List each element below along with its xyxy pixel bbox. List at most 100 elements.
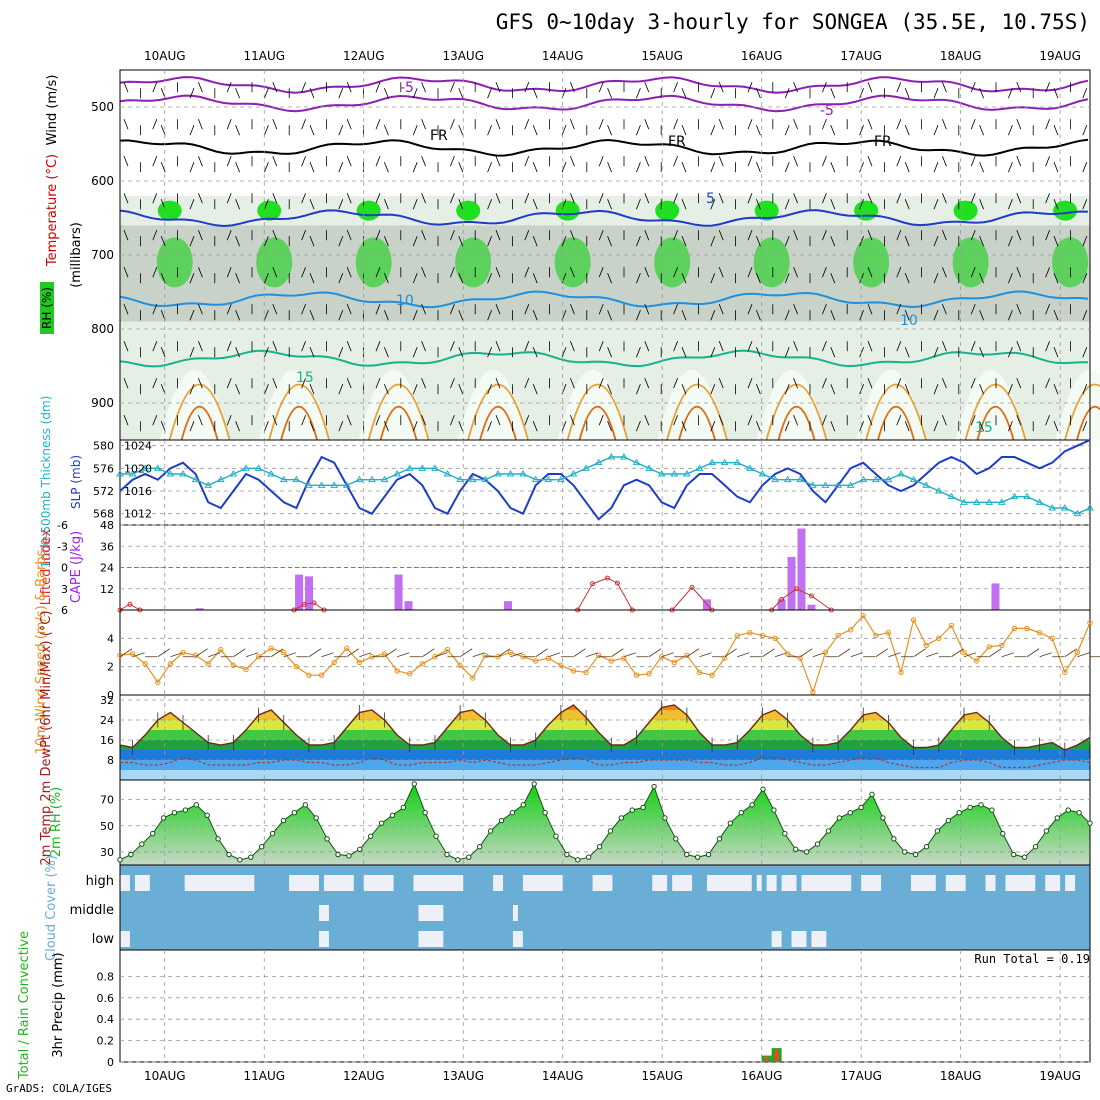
wind-barb — [412, 310, 418, 321]
wind-barb — [495, 119, 501, 130]
wind-barb — [123, 193, 129, 204]
wind-barb-10m — [497, 648, 511, 658]
wind-barb — [160, 125, 166, 136]
clear-sky-block — [120, 931, 130, 947]
rh-tick-label: 50 — [100, 820, 114, 833]
thickness-point — [519, 470, 528, 477]
rh-point — [149, 830, 156, 837]
wind-barb — [421, 304, 426, 315]
wind-speed-point — [545, 655, 552, 661]
wind-barb — [942, 193, 947, 204]
wind-barb — [904, 125, 910, 136]
rh-2m-axis-label: 2m RH (%) — [49, 787, 64, 858]
rh-point — [814, 841, 821, 847]
wind-barb — [718, 378, 724, 389]
temp-band — [120, 770, 1090, 780]
rh-legend-swatch — [40, 282, 54, 334]
wind-speed-point — [318, 672, 325, 678]
thickness-point — [279, 475, 288, 483]
wind-barb — [152, 193, 158, 204]
wind-barb — [904, 310, 910, 321]
clear-sky-block — [1005, 875, 1036, 891]
wind-barb — [301, 156, 306, 167]
cape-axis-label: CAPE (J/kg) — [69, 531, 84, 603]
thickness-point — [1060, 504, 1069, 511]
wind-barb — [598, 230, 604, 241]
wind-barb — [495, 193, 501, 204]
wind-barb — [160, 421, 166, 432]
rh-point — [956, 809, 962, 816]
wind-barb-10m — [283, 652, 296, 658]
wind-speed-point — [961, 649, 967, 656]
day-label-top: 13AUG — [442, 49, 484, 63]
wind-barb-10m — [510, 652, 523, 658]
wind-speed-point — [331, 659, 337, 666]
wind-barb-10m — [699, 652, 712, 658]
thickness-point — [821, 481, 830, 488]
wind-barb — [152, 341, 158, 352]
wind-barb — [970, 230, 976, 241]
wind-barb — [152, 156, 158, 167]
wind-barb — [607, 199, 612, 210]
wind-barb — [644, 415, 650, 426]
wind-barb — [718, 267, 724, 278]
wind-barb — [301, 304, 306, 315]
wind-barb — [793, 193, 798, 204]
rh-point — [455, 857, 461, 863]
wind-barb — [235, 88, 240, 99]
wind-barb — [710, 384, 716, 395]
isotherm-25-lobe — [678, 406, 716, 441]
thickness-point — [871, 475, 880, 483]
wind-barb — [904, 88, 910, 99]
wind-speed-point — [419, 661, 426, 667]
wind-barb — [644, 341, 650, 352]
wind-barb-10m — [611, 648, 624, 658]
wind-barb — [412, 199, 418, 210]
wind-barb — [412, 273, 418, 284]
rh-point — [596, 843, 603, 850]
wind-barb — [747, 82, 753, 93]
lifted-index-point — [779, 596, 785, 602]
wind-barb-10m — [888, 652, 901, 658]
wind-barb — [644, 230, 650, 241]
rh-point — [291, 809, 298, 816]
wind-barb — [123, 378, 129, 389]
rh-point — [847, 809, 853, 816]
wind-speed-point — [243, 666, 249, 673]
wind-barb — [570, 341, 575, 352]
isotherm-20-lobe — [268, 383, 330, 441]
thickness-point — [216, 475, 225, 483]
wind-barb — [346, 156, 352, 167]
rh-point — [651, 783, 657, 790]
wind-barb — [272, 415, 278, 426]
wind-barb-10m — [1039, 652, 1052, 658]
wind-barb — [152, 119, 158, 130]
wind-barb — [867, 415, 873, 426]
wind-barb — [450, 156, 455, 167]
wind-barb — [747, 304, 753, 315]
wind-barb — [532, 125, 538, 136]
wind-barb — [718, 415, 724, 426]
wind-speed-point — [923, 642, 929, 649]
wind-barb — [226, 156, 232, 167]
thickness-point — [922, 481, 931, 488]
wind-barb — [1045, 378, 1050, 389]
isotherm-label: FR — [430, 128, 448, 144]
wind-barb — [1053, 421, 1059, 432]
rh-saturated-cell — [157, 200, 182, 221]
wind-barb — [1008, 88, 1013, 99]
thickness-point — [355, 475, 364, 483]
wind-barb — [264, 347, 269, 358]
wind-barb — [1045, 341, 1050, 352]
wind-barb — [784, 125, 790, 136]
wind-barb — [896, 119, 902, 130]
day-label-top: 11AUG — [243, 49, 285, 63]
wind-barb — [718, 341, 724, 352]
lifted-index-point — [590, 581, 596, 587]
rh-point — [902, 849, 908, 855]
temp-line — [119, 704, 1091, 751]
wind-barb — [570, 82, 575, 93]
wind-speed-point — [218, 646, 224, 653]
rh-point — [825, 828, 832, 834]
wind-barb — [784, 273, 790, 284]
